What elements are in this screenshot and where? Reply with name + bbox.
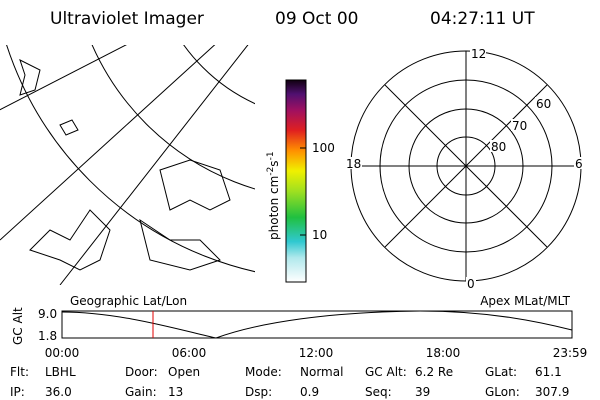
x-tick-label: 18:00 [426,346,461,360]
field-value: Open [168,365,200,379]
field-value: 61.1 [535,365,562,379]
field-label: GLon: [485,385,520,399]
plot-frame [61,310,573,339]
field-value: 307.9 [535,385,569,399]
altitude-curve [61,310,573,339]
unit: s [267,160,281,166]
field-label: Seq: [365,385,392,399]
field-label: Dsp: [245,385,272,399]
field-value: 39 [415,385,430,399]
colorbar [285,79,307,283]
field-value: 36.0 [45,385,72,399]
field-value: 13 [168,385,183,399]
y-tick-label: 9.0 [38,307,57,321]
left-label: Geographic Lat/Lon [70,294,187,308]
mlat-label: 80 [491,140,506,154]
field-value: 0.9 [300,385,319,399]
footer: Flt: LBHL Door: Open Mode: Normal GC Alt: 6.2 R… [10,365,569,399]
x-tick-label: 12:00 [299,346,334,360]
mlt-label: 0 [467,277,475,291]
y-label: GC Alt [11,307,25,345]
mlt-label: 18 [346,157,361,171]
field-value: LBHL [45,365,76,379]
polar-labels: 12 18 6 0 60 70 80 [344,47,584,291]
colorbar-tick-label: 10 [312,228,327,242]
mlt-label: 12 [471,47,486,61]
x-tick-label: 23:59 [553,346,588,360]
exponent: -1 [266,151,276,160]
field-value: 6.2 Re [415,365,453,379]
mlat-label: 60 [536,97,551,111]
field-label: Door: [125,365,158,379]
field-label: Flt: [10,365,29,379]
field-label: IP: [10,385,25,399]
field-label: GC Alt: [365,365,407,379]
mlt-label: 6 [575,157,583,171]
date: 09 Oct 00 [275,9,358,29]
exponent: -2 [266,167,276,176]
polar-grid [350,50,582,282]
header: Ultraviolet Imager 09 Oct 00 04:27:11 UT [50,9,535,29]
right-label: Apex MLat/MLT [480,294,570,308]
time: 04:27:11 UT [430,9,535,29]
colorbar-label: photon cm-2s-1 [266,151,281,240]
orbit-plot: Geographic Lat/Lon Apex MLat/MLT GC Alt … [11,294,587,360]
field-label: Mode: [245,365,282,379]
instrument: Ultraviolet Imager [50,9,204,29]
field-value: Normal [300,365,343,379]
field-label: GLat: [485,365,517,379]
x-tick-label: 06:00 [172,346,207,360]
colorbar-tick-label: 100 [312,141,335,155]
mlat-label: 70 [512,119,527,133]
y-tick-label: 1.8 [38,329,57,343]
geographic-map [0,45,255,285]
field-label: Gain: [125,385,157,399]
x-tick-label: 00:00 [45,346,80,360]
unit: photon cm [267,176,281,240]
